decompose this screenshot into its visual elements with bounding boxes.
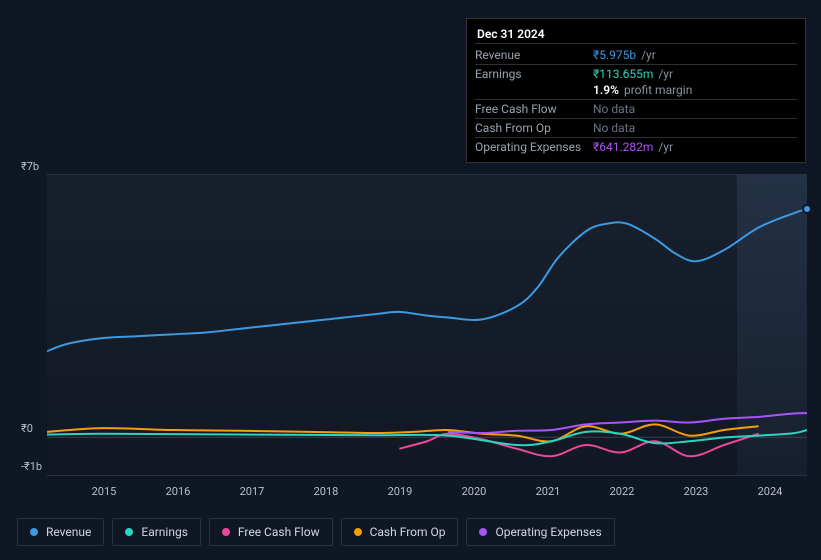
legend-dot: [125, 528, 133, 536]
legend-dot: [30, 528, 38, 536]
legend-label: Free Cash Flow: [238, 525, 320, 539]
series-cfo: [47, 424, 759, 441]
x-axis-label: 2024: [733, 485, 807, 498]
x-axis-label: 2022: [585, 485, 659, 498]
legend-dot: [479, 528, 487, 536]
tooltip-row: Earnings₹113.655m /yr: [475, 65, 797, 83]
legend-dot: [222, 528, 230, 536]
legend-label: Operating Expenses: [495, 525, 601, 539]
y-axis-label: ₹0: [21, 422, 33, 435]
x-axis-label: 2023: [659, 485, 733, 498]
x-axis-label: 2016: [141, 485, 215, 498]
tooltip-value: No data: [593, 121, 797, 135]
legend-dot: [354, 528, 362, 536]
x-axis-label: 2015: [67, 485, 141, 498]
legend-label: Earnings: [141, 525, 188, 539]
tooltip-value: ₹5.975b /yr: [593, 48, 797, 62]
legend-label: Cash From Op: [370, 525, 446, 539]
tooltip-row: Free Cash FlowNo data: [475, 100, 797, 119]
chart-area: ₹7b₹0-₹1b 201520162017201820192020202120…: [17, 160, 807, 480]
tooltip-date: Dec 31 2024: [475, 25, 797, 44]
legend-item[interactable]: Revenue: [17, 518, 104, 546]
legend-item[interactable]: Free Cash Flow: [209, 518, 333, 546]
legend-label: Revenue: [46, 525, 91, 539]
plot-area[interactable]: [47, 174, 807, 476]
tooltip-label: Operating Expenses: [475, 140, 593, 154]
tooltip-row: Revenue₹5.975b /yr: [475, 46, 797, 65]
tooltip-label: Revenue: [475, 48, 593, 62]
chart-svg: [47, 175, 807, 475]
tooltip-value: ₹641.282m /yr: [593, 140, 797, 154]
x-axis-label: 2019: [363, 485, 437, 498]
y-axis-label: -₹1b: [21, 460, 42, 473]
x-axis-label: 2018: [289, 485, 363, 498]
chart-tooltip: Dec 31 2024 Revenue₹5.975b /yrEarnings₹1…: [466, 18, 806, 163]
tooltip-row: Operating Expenses₹641.282m /yr: [475, 138, 797, 156]
end-marker: [802, 204, 812, 214]
x-axis-label: 2017: [215, 485, 289, 498]
legend-item[interactable]: Cash From Op: [341, 518, 459, 546]
x-axis: 2015201620172018201920202021202220232024: [67, 485, 807, 498]
x-axis-label: 2021: [511, 485, 585, 498]
tooltip-profit-margin: 1.9% profit margin: [475, 83, 797, 100]
legend: Revenue Earnings Free Cash Flow Cash From O…: [17, 518, 615, 546]
tooltip-label: Cash From Op: [475, 121, 593, 135]
x-axis-label: 2020: [437, 485, 511, 498]
series-revenue: [47, 209, 807, 352]
tooltip-row: Cash From OpNo data: [475, 119, 797, 138]
legend-item[interactable]: Earnings: [112, 518, 201, 546]
tooltip-label: Earnings: [475, 67, 593, 81]
tooltip-label: Free Cash Flow: [475, 102, 593, 116]
y-axis-label: ₹7b: [21, 160, 39, 173]
series-opex: [448, 413, 807, 433]
legend-item[interactable]: Operating Expenses: [466, 518, 614, 546]
tooltip-value: ₹113.655m /yr: [593, 67, 797, 81]
tooltip-value: No data: [593, 102, 797, 116]
